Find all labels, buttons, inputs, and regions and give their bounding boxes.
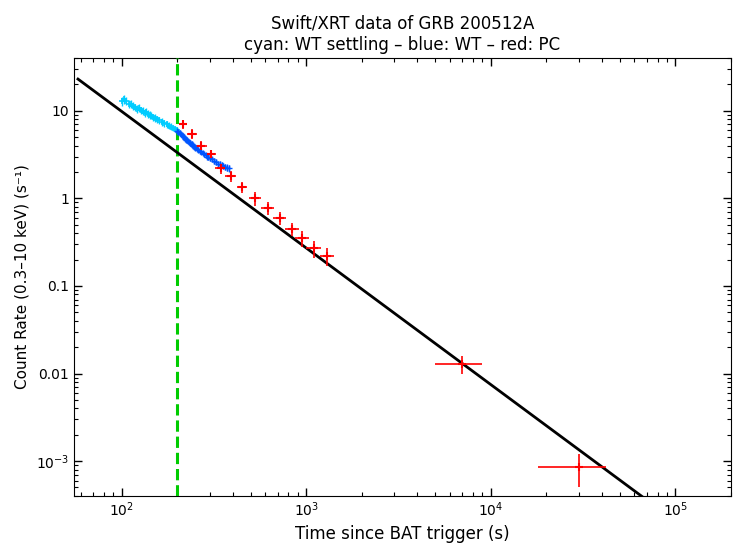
X-axis label: Time since BAT trigger (s): Time since BAT trigger (s) [295,525,510,543]
Y-axis label: Count Rate (0.3–10 keV) (s⁻¹): Count Rate (0.3–10 keV) (s⁻¹) [15,165,30,389]
Title: Swift/XRT data of GRB 200512A
cyan: WT settling – blue: WT – red: PC: Swift/XRT data of GRB 200512A cyan: WT s… [244,15,560,54]
